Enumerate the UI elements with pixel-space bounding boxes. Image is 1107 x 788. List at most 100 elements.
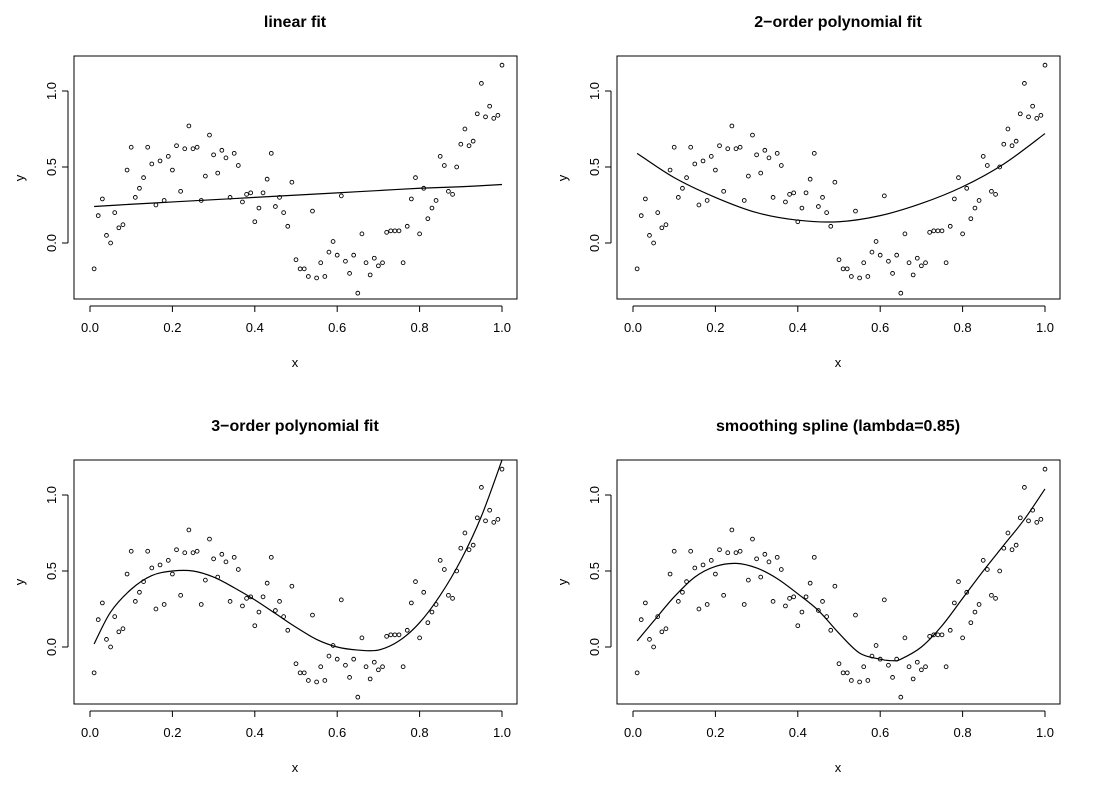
data-point — [343, 258, 348, 264]
data-point — [960, 635, 965, 641]
data-point — [149, 565, 155, 571]
data-point — [153, 606, 159, 612]
data-point — [914, 255, 920, 261]
y-tick-label: 0.5 — [587, 562, 602, 580]
data-point — [708, 154, 714, 159]
data-point — [956, 175, 961, 180]
data-point — [675, 599, 681, 604]
data-point — [499, 62, 505, 68]
data-point — [474, 111, 480, 117]
panel-title: 2−order polynomial fit — [754, 14, 922, 31]
data-point — [400, 260, 406, 266]
data-point — [446, 188, 451, 194]
data-point — [104, 637, 109, 642]
data-point — [355, 694, 361, 700]
data-point — [956, 579, 961, 584]
data-point — [351, 252, 357, 258]
x-tick-label: 0.8 — [954, 320, 972, 335]
x-tick-label: 0.0 — [624, 320, 642, 335]
data-point — [421, 589, 427, 595]
y-axis-label: y — [12, 174, 27, 181]
data-point — [1017, 111, 1023, 117]
data-point — [343, 662, 348, 668]
data-point — [754, 152, 759, 158]
data-point — [729, 527, 735, 533]
data-point — [803, 190, 809, 196]
data-point — [721, 188, 726, 194]
y-tick-label: 1.0 — [44, 82, 59, 100]
data-point — [700, 562, 706, 568]
data-point — [696, 202, 702, 208]
data-point — [807, 580, 813, 586]
data-point — [659, 225, 665, 231]
data-point — [1026, 114, 1031, 120]
panel-title: smoothing spline (lambda=0.85) — [716, 418, 960, 435]
data-point — [721, 592, 726, 598]
data-point — [301, 670, 307, 676]
x-axis-label: x — [292, 355, 299, 370]
data-point — [462, 530, 468, 536]
y-axis: 0.0 0.5 1.0 — [587, 486, 612, 656]
x-tick-label: 0.6 — [871, 725, 889, 740]
data-point — [886, 662, 891, 668]
x-tick-label: 0.6 — [328, 725, 346, 740]
data-point — [704, 198, 710, 203]
x-tick-label: 0.2 — [706, 725, 724, 740]
data-point — [787, 192, 792, 197]
data-point — [828, 627, 834, 633]
data-point — [919, 263, 924, 269]
data-point — [849, 678, 854, 683]
panel-title: 3−order polynomial fit — [211, 418, 379, 435]
data-point — [474, 515, 480, 521]
data-point — [741, 602, 747, 607]
data-point — [807, 176, 813, 182]
data-point — [828, 223, 834, 229]
data-point — [244, 596, 249, 601]
data-point — [301, 266, 307, 272]
data-point — [647, 233, 652, 238]
data-point — [799, 609, 805, 615]
data-point — [853, 208, 858, 214]
data-point — [495, 516, 501, 522]
data-point — [1034, 116, 1040, 121]
data-point — [145, 548, 151, 554]
x-axis-label: x — [835, 355, 842, 370]
y-tick-label: 0.5 — [44, 158, 59, 176]
data-point — [314, 275, 319, 281]
data-point — [252, 623, 258, 629]
data-point — [116, 225, 122, 231]
data-point — [836, 257, 842, 263]
data-point — [952, 600, 957, 606]
data-point — [137, 185, 142, 191]
data-point — [816, 204, 821, 209]
x-axis-label: x — [835, 760, 842, 775]
data-point — [466, 547, 472, 553]
data-point — [351, 656, 357, 662]
data-point — [939, 632, 945, 638]
data-point — [120, 222, 126, 228]
x-tick-label: 0.6 — [871, 320, 889, 335]
y-axis: 0.0 0.5 1.0 — [587, 82, 612, 252]
data-point — [688, 144, 694, 150]
data-point — [293, 257, 299, 263]
data-point — [347, 675, 352, 680]
data-point — [861, 260, 867, 266]
data-point — [231, 554, 237, 560]
data-point — [733, 146, 739, 152]
data-point — [906, 260, 912, 266]
data-point — [774, 554, 780, 560]
data-point — [976, 198, 982, 203]
data-point — [409, 600, 414, 606]
data-point — [165, 558, 171, 563]
data-point — [285, 627, 291, 633]
data-point — [684, 175, 689, 180]
data-point — [952, 196, 957, 202]
data-point — [857, 679, 862, 685]
data-point — [1038, 112, 1044, 118]
data-point — [869, 249, 875, 255]
data-point — [376, 263, 381, 269]
data-point — [783, 199, 788, 205]
data-point — [227, 599, 233, 604]
x-tick-label: 0.4 — [246, 725, 264, 740]
